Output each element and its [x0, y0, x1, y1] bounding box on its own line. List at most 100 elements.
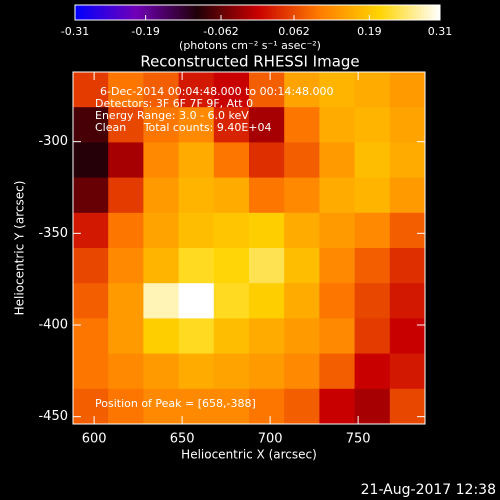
x-tick-label: 750: [346, 432, 371, 447]
heatmap-cell: [213, 283, 250, 319]
heatmap-cell: [249, 177, 285, 214]
heatmap-cell: [108, 283, 144, 319]
heatmap-cell: [178, 283, 215, 319]
heatmap-cell: [108, 142, 144, 179]
heatmap-cell: [73, 212, 109, 249]
colorbar-tick-label: -0.31: [61, 25, 89, 38]
chart-title: Reconstructed RHESSI Image: [140, 53, 359, 71]
heatmap-cell: [178, 177, 215, 214]
y-axis-label: Heliocentric Y (arcsec): [13, 181, 27, 316]
heatmap-cell: [143, 388, 180, 425]
footer-timestamp: 21-Aug-2017 12:38: [361, 482, 496, 498]
annotation: 6-Dec-2014 00:04:48.000 to 00:14:48.000: [100, 85, 334, 98]
heatmap-cell: [73, 248, 109, 284]
y-tick-label: -300: [38, 134, 68, 149]
heatmap-cell: [143, 248, 180, 284]
heatmap-cell: [178, 72, 215, 108]
heatmap-cell: [108, 72, 144, 108]
annotation: Energy Range: 3.0 - 6.0 keV: [95, 109, 249, 122]
heatmap-cell: [143, 353, 180, 390]
heatmap-cell: [108, 177, 144, 214]
heatmap-cell: [249, 248, 285, 284]
heatmap-cell: [178, 353, 215, 390]
heatmap-cell: [354, 318, 391, 355]
x-axis-label: Heliocentric X (arcsec): [181, 448, 317, 462]
heatmap-cell: [389, 318, 426, 355]
heatmap-cell: [284, 177, 320, 214]
heatmap-cell: [389, 72, 426, 108]
heatmap-cell: [354, 177, 391, 214]
heatmap-cell: [73, 388, 109, 425]
heatmap-cell: [213, 72, 250, 108]
heatmap-cell: [178, 212, 215, 249]
heatmap-cell: [354, 283, 391, 319]
heatmap-cell: [143, 107, 180, 143]
heatmap-cell: [108, 318, 144, 355]
heatmap-cell: [73, 142, 109, 179]
heatmap-cell: [284, 248, 320, 284]
heatmap-cell: [213, 318, 250, 355]
heatmap-cell: [73, 318, 109, 355]
colorbar-tick-label: 0.31: [428, 25, 453, 38]
heatmap-cell: [389, 212, 426, 249]
heatmap-cell: [284, 212, 320, 249]
heatmap-cell: [249, 142, 285, 179]
heatmap-cell: [143, 283, 180, 319]
x-tick-label: 700: [258, 432, 283, 447]
heatmap-cell: [108, 107, 144, 143]
heatmap-cell: [284, 72, 320, 108]
heatmap-cell: [249, 318, 285, 355]
heatmap-cell: [319, 72, 356, 108]
heatmap-cell: [249, 212, 285, 249]
colorbar-tick-label: 0.19: [357, 25, 382, 38]
colorbar-label: (photons cm⁻² s⁻¹ asec⁻²): [179, 39, 321, 52]
colorbar-tick-label: -0.19: [131, 25, 159, 38]
heatmap-cell: [73, 353, 109, 390]
heatmap-cell: [143, 212, 180, 249]
heatmap-cell: [73, 283, 109, 319]
peak-label: Position of Peak = [658,-388]: [95, 397, 256, 410]
heatmap-cell: [354, 388, 391, 425]
heatmap-cell: [389, 283, 426, 319]
heatmap-cell: [389, 142, 426, 179]
plot-frame: [72, 71, 426, 425]
y-tick-label: -450: [38, 409, 68, 424]
heatmap-cell: [213, 212, 250, 249]
heatmap-cell: [73, 177, 109, 214]
heatmap-cell: [354, 107, 391, 143]
x-tick-label: 650: [170, 432, 195, 447]
heatmap-cell: [354, 142, 391, 179]
heatmap-cell: [284, 283, 320, 319]
heatmap-cell: [249, 107, 285, 143]
heatmap-cell: [249, 72, 285, 108]
heatmap-cell: [213, 248, 250, 284]
heatmap-cell: [108, 388, 144, 425]
heatmap-cell: [319, 177, 356, 214]
annotation: Detectors: 3F 6F 7F 9F, Att 0: [95, 97, 253, 110]
heatmap-cell: [178, 318, 215, 355]
heatmap-cell: [143, 177, 180, 214]
heatmap-cell: [143, 318, 180, 355]
heatmap-cell: [319, 142, 356, 179]
heatmap-cell: [213, 388, 250, 425]
heatmap-cell: [213, 142, 250, 179]
heatmap-cell: [354, 248, 391, 284]
heatmap-cell: [284, 318, 320, 355]
heatmap-cell: [213, 353, 250, 390]
colorbar-tick-label: -0.062: [203, 25, 238, 38]
heatmap-cell: [389, 388, 426, 425]
heatmap-cell: [178, 248, 215, 284]
heatmap-cell: [73, 72, 109, 108]
y-tick-label: -400: [38, 318, 68, 333]
heatmap-cell: [319, 212, 356, 249]
heatmap-cell: [178, 388, 215, 425]
annotation: Clean Total counts: 9.40E+04: [95, 121, 272, 134]
y-tick-label: -350: [38, 226, 68, 241]
heatmap-cell: [213, 177, 250, 214]
heatmap-cell: [319, 318, 356, 355]
heatmap-cell: [143, 72, 180, 108]
heatmap-cell: [108, 353, 144, 390]
heatmap-cell: [249, 283, 285, 319]
